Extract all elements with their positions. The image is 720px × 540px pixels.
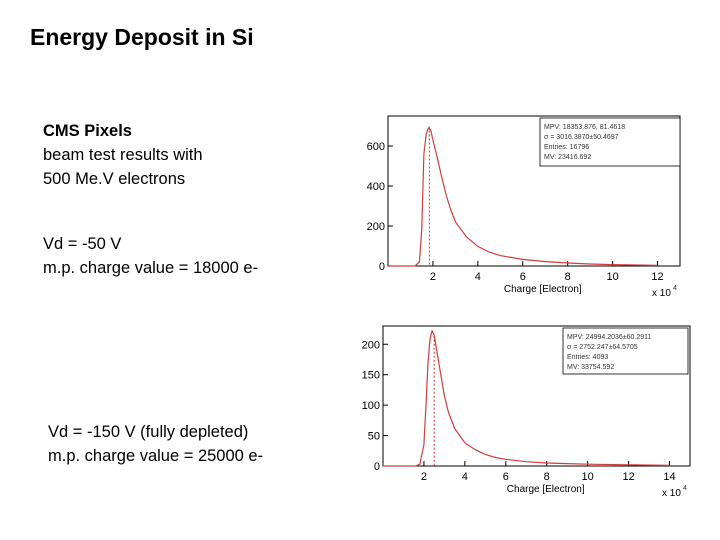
x-axis-multiplier-exponent: 4 <box>673 285 677 292</box>
condition-block-150v: Vd = -150 V (fully depleted) m.p. charge… <box>48 420 263 468</box>
x-tick-label: 10 <box>582 471 594 483</box>
condition-block-50v: Vd = -50 V m.p. charge value = 18000 e- <box>43 232 258 280</box>
stats-line: MPV: 24994.2036±60.2911 <box>567 334 652 341</box>
charge-value-line: m.p. charge value = 18000 e- <box>43 259 259 277</box>
x-tick-label: 4 <box>475 271 481 283</box>
x-axis-multiplier: x 10 <box>652 288 671 299</box>
x-tick-label: 8 <box>544 471 550 483</box>
stats-line: MV: 33754.592 <box>567 364 614 371</box>
x-axis-multiplier-exponent: 4 <box>683 485 687 492</box>
x-tick-label: 6 <box>503 471 509 483</box>
stats-line: Entries: 16796 <box>544 144 589 151</box>
x-axis-label: Charge [Electron] <box>507 484 585 495</box>
fit-curve-series <box>383 329 670 467</box>
y-tick-label: 200 <box>362 339 380 351</box>
y-tick-label: 100 <box>362 400 380 412</box>
stats-box <box>539 117 681 167</box>
x-tick-label: 12 <box>622 471 634 483</box>
x-tick-label: 4 <box>462 471 468 483</box>
x-tick-label: 10 <box>606 271 618 283</box>
y-tick-label: 200 <box>367 221 385 233</box>
y-tick-label: 50 <box>368 431 380 443</box>
description-line: 500 Me.V electrons <box>43 170 186 188</box>
x-tick-label: 8 <box>565 271 571 283</box>
x-tick-label: 2 <box>421 471 427 483</box>
charge-value-line: m.p. charge value = 25000 e- <box>48 447 264 465</box>
x-axis-label: Charge [Electron] <box>504 284 582 295</box>
voltage-line: Vd = -50 V <box>43 235 122 253</box>
x-tick-label: 14 <box>663 471 675 483</box>
stats-line: σ = 3016.3870±50.4697 <box>544 134 619 141</box>
y-tick-label: 400 <box>367 181 385 193</box>
y-tick-label: 0 <box>374 461 380 473</box>
description-line: beam test results with <box>43 146 203 164</box>
description-block: CMS Pixels beam test results with 500 Me… <box>43 119 203 191</box>
y-tick-label: 600 <box>367 141 385 153</box>
stats-line: σ = 2752.247±64.5705 <box>567 344 638 351</box>
description-line: CMS Pixels <box>43 122 132 140</box>
y-tick-label: 150 <box>362 370 380 382</box>
x-axis-multiplier: x 10 <box>662 488 681 499</box>
x-tick-label: 2 <box>430 271 436 283</box>
stats-box <box>562 327 689 375</box>
histogram-chart-150v: 0 50 100 150 200 2 4 6 8 10 12 14 Charge [Electron] x… <box>355 318 691 499</box>
slide-title: Energy Deposit in Si <box>30 24 254 50</box>
stats-line: MPV: 18353.876, 81.4618 <box>544 124 625 131</box>
stats-line: MV: 23416.692 <box>544 154 591 161</box>
stats-line: Entries: 4093 <box>567 354 608 361</box>
fit-curve-series <box>388 126 658 267</box>
y-tick-label: 0 <box>379 261 385 273</box>
voltage-line: Vd = -150 V (fully depleted) <box>48 423 249 441</box>
x-tick-label: 6 <box>520 271 526 283</box>
x-tick-label: 12 <box>651 271 663 283</box>
